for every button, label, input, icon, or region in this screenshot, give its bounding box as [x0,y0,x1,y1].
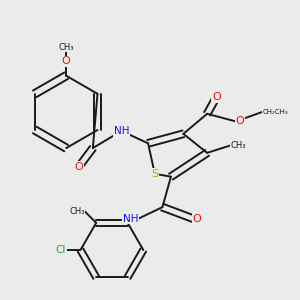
Text: O: O [212,92,221,102]
Text: O: O [62,56,70,66]
Text: O: O [74,162,83,172]
Text: Cl: Cl [56,245,66,255]
Text: O: O [236,116,244,126]
Text: CH₃: CH₃ [58,43,74,52]
Text: O: O [193,214,202,224]
Text: NH: NH [114,126,129,136]
Text: CH₃: CH₃ [231,141,247,150]
Text: NH: NH [123,214,139,224]
Text: CH₃: CH₃ [69,207,85,216]
Text: CH₂CH₃: CH₂CH₃ [262,109,288,115]
Text: S: S [151,169,158,179]
